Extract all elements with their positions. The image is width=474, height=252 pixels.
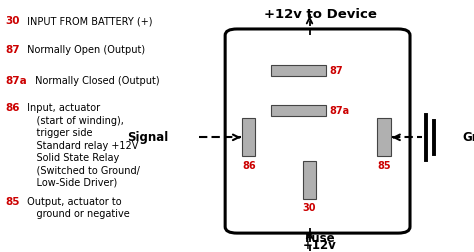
Text: +12v: +12v (303, 239, 337, 252)
Text: 87: 87 (6, 45, 20, 55)
Text: Ground: Ground (462, 131, 474, 144)
Text: Output, actuator to
    ground or negative: Output, actuator to ground or negative (24, 197, 129, 219)
Text: 30: 30 (6, 16, 20, 26)
Text: +12v to Device: +12v to Device (264, 8, 376, 21)
Text: Fuse: Fuse (305, 232, 335, 245)
Text: 86: 86 (6, 103, 20, 113)
Text: 87: 87 (329, 66, 343, 76)
Bar (377, 118, 391, 156)
Text: 85: 85 (377, 161, 391, 171)
Text: 87a: 87a (329, 106, 349, 116)
Bar (271, 105, 326, 116)
Text: Signal: Signal (127, 131, 168, 144)
Text: Normally Closed (Output): Normally Closed (Output) (32, 76, 159, 86)
FancyBboxPatch shape (225, 29, 410, 233)
Text: Normally Open (Output): Normally Open (Output) (24, 45, 145, 55)
Text: 30: 30 (303, 203, 316, 213)
Text: Input, actuator
    (start of winding),
    trigger side
    Standard relay +12V: Input, actuator (start of winding), trig… (24, 103, 139, 188)
Text: INPUT FROM BATTERY (+): INPUT FROM BATTERY (+) (24, 16, 152, 26)
Bar (242, 118, 255, 156)
Text: 86: 86 (242, 161, 255, 171)
Bar (303, 161, 316, 199)
Text: 87a: 87a (6, 76, 27, 86)
Bar (271, 65, 326, 76)
Text: 85: 85 (6, 197, 20, 207)
